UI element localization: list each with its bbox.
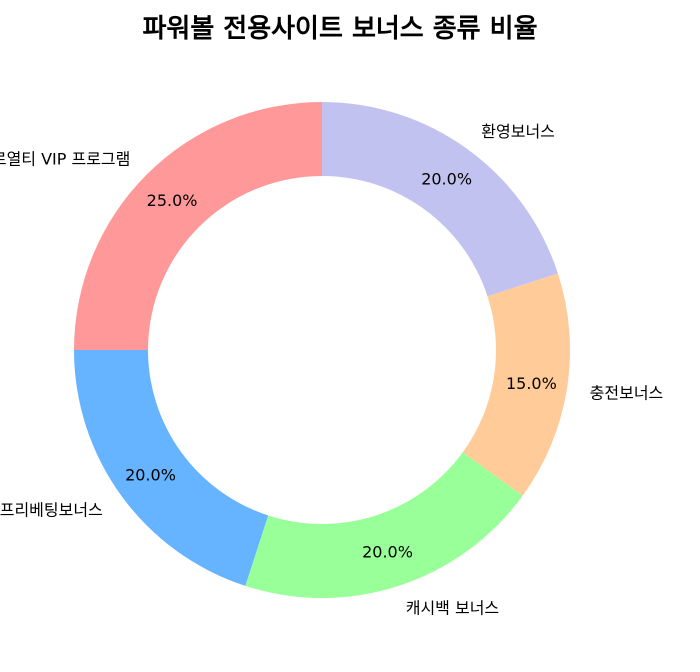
donut-slice	[322, 102, 558, 297]
donut-slice	[245, 452, 523, 598]
slice-label: 환영보너스	[481, 122, 555, 141]
slice-label: 프리베팅보너스	[0, 500, 103, 519]
slice-labels: 로열티 VIP 프로그램 25.0% 프리베팅보너스 20.0% 캐시백 보너스 20.0…	[0, 122, 663, 618]
slice-label: 로열티 VIP 프로그램	[0, 149, 130, 168]
chart-title: 파워볼 전용사이트 보너스 종류 비율	[142, 14, 537, 44]
slice-label: 캐시백 보너스	[406, 599, 499, 618]
slice-percent-label: 20.0%	[125, 466, 176, 485]
donut-slice	[74, 350, 269, 586]
slice-label: 충전보너스	[590, 383, 664, 402]
slice-percent-label: 20.0%	[421, 169, 472, 188]
slice-percent-label: 20.0%	[362, 543, 413, 562]
donut-slice	[462, 273, 571, 496]
donut-slices	[74, 102, 571, 598]
donut-slice	[74, 102, 322, 350]
slice-percent-label: 25.0%	[147, 191, 198, 210]
slice-percent-label: 15.0%	[506, 374, 557, 393]
